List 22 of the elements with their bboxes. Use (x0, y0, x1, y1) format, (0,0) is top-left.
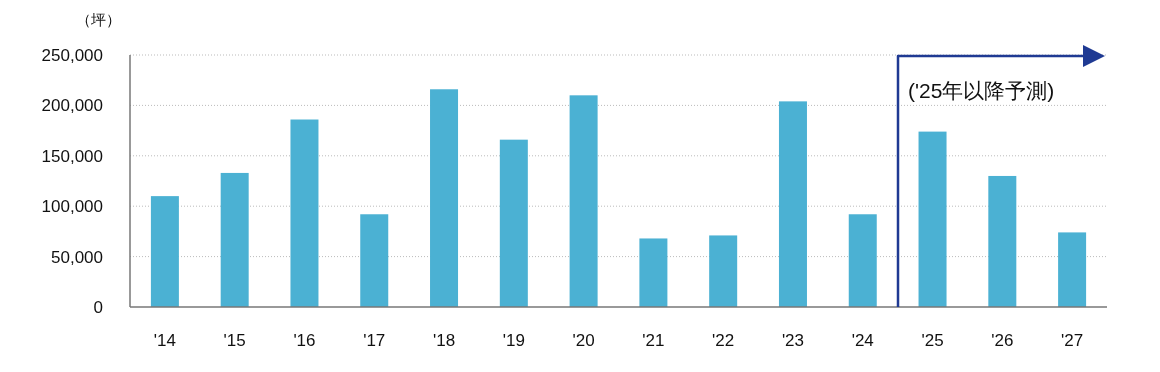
y-axis-title: （坪） (75, 11, 121, 28)
x-tick-label: '21 (642, 331, 665, 350)
x-tick-label: '18 (432, 331, 456, 350)
y-tick-label: 0 (93, 298, 103, 317)
x-tick-label: '24 (851, 331, 874, 350)
x-tick-label: '15 (223, 331, 246, 350)
y-tick-label: 200,000 (41, 96, 103, 116)
x-tick-label: '26 (991, 331, 1014, 350)
x-tick-label: '14 (153, 331, 176, 350)
x-tick-label: '16 (293, 331, 316, 350)
x-tick-label: '20 (572, 331, 595, 350)
annotation: ('25年以降予測) (908, 79, 1055, 102)
x-tick-label: '17 (363, 331, 386, 350)
y-tick-label: 250,000 (41, 46, 103, 65)
x-tick-label: '23 (781, 331, 805, 350)
y-tick-label: 100,000 (41, 197, 103, 217)
x-tick-label: '22 (712, 331, 735, 350)
y-tick-label: 50,000 (51, 247, 103, 267)
x-tick-label: '27 (1061, 331, 1084, 350)
y-tick-label: 150,000 (41, 146, 103, 166)
x-tick-label: '25 (921, 331, 944, 350)
x-tick-label: '19 (502, 331, 525, 350)
